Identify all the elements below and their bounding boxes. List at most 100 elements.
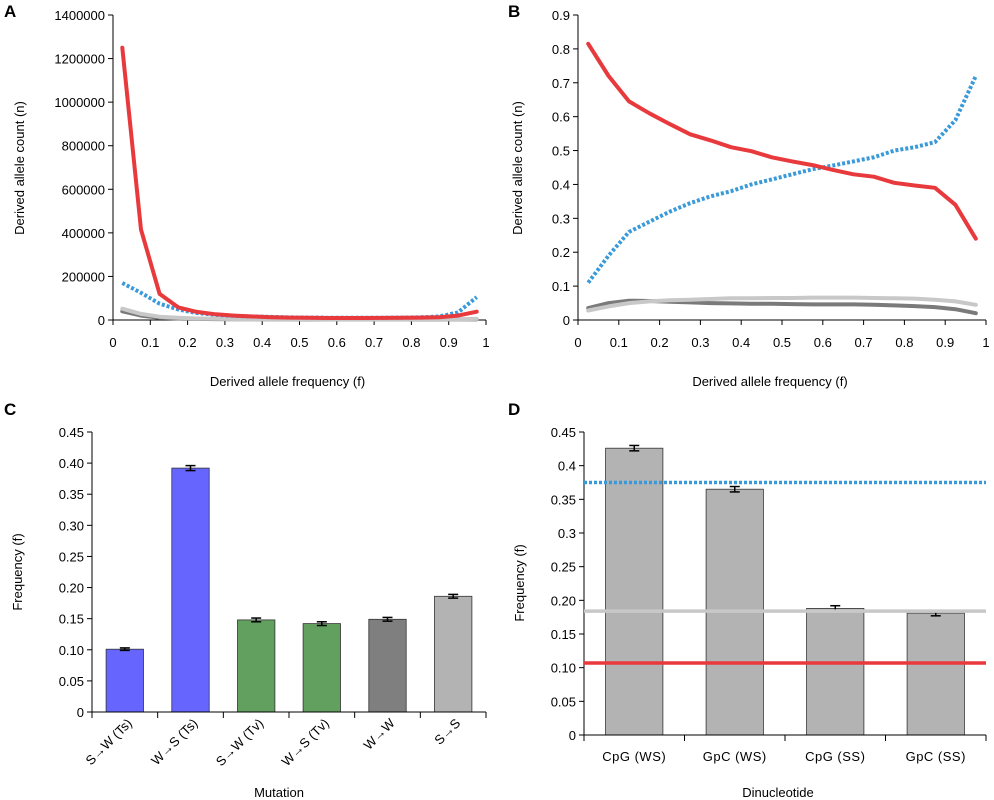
panel-b-series-line — [586, 75, 978, 284]
panel-c-letter: C — [4, 400, 16, 419]
panel-b-x-tick-label: 0.9 — [936, 335, 954, 350]
panel-c-category-label: W→W — [360, 715, 398, 753]
panel-b-y-tick-label: 0.3 — [552, 211, 570, 226]
panel-d-bar — [906, 612, 965, 736]
panel-c-y-tick-label: 0.20 — [59, 581, 84, 596]
panel-c-y-tick-label: 0.10 — [59, 643, 84, 658]
panel-d-bar — [605, 447, 664, 736]
panel-d-y-tick-label: 0.4 — [558, 459, 576, 474]
panel-a-y-tick-label: 1400000 — [54, 8, 105, 23]
panel-a-x-tick-label: 0.3 — [216, 335, 234, 350]
panel-d-category-label: GpC (WS) — [703, 749, 767, 764]
panel-b-x-tick-label: 0 — [574, 335, 581, 350]
panel-c-y-tick-label: 0.35 — [59, 487, 84, 502]
panel-d-x-axis-label: Dinucleotide — [742, 785, 814, 800]
panel-b-y-tick-label: 0.1 — [552, 279, 570, 294]
panel-b-x-tick-label: 0.5 — [773, 335, 791, 350]
panel-b-y-tick-label: 0 — [563, 313, 570, 328]
panel-d-y-axis-label: Frequency (f) — [512, 544, 527, 621]
panel-a-series-line — [121, 281, 478, 320]
panel-c-bar — [171, 467, 210, 713]
panel-d-y-tick-label: 0.45 — [551, 425, 576, 440]
panel-c-bar — [368, 618, 407, 713]
panel-a-series-line — [120, 45, 479, 320]
panel-b: B 0 0.1 0.2 0.3 0.4 0.5 0.6 0.7 0.8 0.9 0 0.1 0.2 0.3… — [508, 2, 990, 389]
panel-b-y-tick-label: 0.9 — [552, 8, 570, 23]
panel-d-y-tick-label: 0.3 — [558, 526, 576, 541]
panel-b-y-tick-label: 0.8 — [552, 42, 570, 57]
panel-c-y-tick-label: 0.30 — [59, 518, 84, 533]
panel-a-letter: A — [4, 2, 16, 21]
panel-c-y-tick-label: 0.40 — [59, 456, 84, 471]
panel-a-y-tick-label: 600000 — [62, 182, 105, 197]
panel-c-bar — [434, 595, 473, 713]
panel-b-y-tick-label: 0.5 — [552, 144, 570, 159]
panel-b-x-tick-label: 0.3 — [691, 335, 709, 350]
panel-b-y-tick-label: 0.6 — [552, 110, 570, 125]
panel-a-y-axis-label: Derived allele count (n) — [12, 101, 27, 235]
panel-a-x-tick-label: 0.8 — [402, 335, 420, 350]
panel-d-category-label: GpC (SS) — [906, 749, 966, 764]
panel-c: C 0 0.05 0.10 0.15 0.20 0.25 0.30 0.35 0.40 0.45 S… — [4, 400, 487, 800]
panel-b-y-axis-label: Derived allele count (n) — [510, 101, 525, 235]
panel-b-series-line — [586, 295, 978, 313]
panel-a-x-tick-label: 0.1 — [141, 335, 159, 350]
panel-d-y-tick-label: 0.35 — [551, 492, 576, 507]
panel-a: A 0 200000 400000 600000 800000 1000000 120000… — [4, 2, 490, 389]
panel-d-letter: D — [508, 400, 520, 419]
panel-a-x-tick-label: 0.2 — [179, 335, 197, 350]
panel-b-x-tick-label: 0.1 — [610, 335, 628, 350]
panel-a-x-tick-label: 0.7 — [365, 335, 383, 350]
panel-c-category-label: S→S — [431, 715, 463, 747]
panel-a-x-tick-label: 1 — [482, 335, 489, 350]
panel-c-bar — [302, 623, 341, 713]
panel-c-y-tick-label: 0.05 — [59, 674, 84, 689]
panel-a-x-axis-label: Derived allele frequency (f) — [210, 374, 365, 389]
panel-d-y-tick-label: 0.10 — [551, 661, 576, 676]
panel-a-y-tick-label: 0 — [98, 313, 105, 328]
panel-b-x-tick-label: 0.6 — [814, 335, 832, 350]
panel-d-y-tick-label: 0.05 — [551, 694, 576, 709]
panel-a-y-tick-label: 800000 — [62, 139, 105, 154]
panel-b-y-tick-label: 0.7 — [552, 76, 570, 91]
panel-c-y-tick-label: 0.25 — [59, 549, 84, 564]
panel-d: D 0 0.05 0.10 0.15 0.20 0.25 0.3 0.35 0.4 0.45 CpG… — [508, 400, 987, 800]
panel-c-x-axis-label: Mutation — [254, 785, 304, 800]
panel-b-x-tick-label: 0.2 — [651, 335, 669, 350]
panel-d-y-tick-label: 0.15 — [551, 627, 576, 642]
panel-b-x-tick-label: 1 — [982, 335, 989, 350]
panel-b-x-tick-label: 0.7 — [855, 335, 873, 350]
panel-b-y-tick-label: 0.4 — [552, 177, 570, 192]
panel-a-y-tick-label: 200000 — [62, 269, 105, 284]
panel-c-y-tick-label: 0.15 — [59, 612, 84, 627]
panel-c-y-tick-label: 0.45 — [59, 425, 84, 440]
panel-c-category-label: S→W (Tv) — [213, 716, 266, 769]
panel-b-y-tick-label: 0.2 — [552, 245, 570, 260]
panel-d-y-tick-label: 0 — [569, 728, 576, 743]
panel-c-y-tick-label: 0 — [77, 705, 84, 720]
panel-b-x-tick-label: 0.4 — [732, 335, 750, 350]
panel-a-y-tick-label: 1200000 — [54, 52, 105, 67]
panel-a-x-tick-label: 0.6 — [328, 335, 346, 350]
panel-d-y-tick-label: 0.20 — [551, 593, 576, 608]
panel-c-category-label: W→S (Tv) — [278, 716, 331, 769]
panel-a-x-tick-label: 0.4 — [253, 335, 271, 350]
panel-c-bar — [237, 619, 276, 713]
panel-d-category-label: CpG (SS) — [805, 749, 865, 764]
panel-a-x-tick-label: 0.9 — [440, 335, 458, 350]
panel-b-series-line — [586, 41, 978, 241]
panel-b-letter: B — [508, 2, 520, 21]
panel-d-category-label: CpG (WS) — [602, 749, 666, 764]
panel-d-y-tick-label: 0.25 — [551, 560, 576, 575]
panel-b-x-axis-label: Derived allele frequency (f) — [692, 374, 847, 389]
panel-c-bar — [105, 648, 144, 713]
panel-a-y-tick-label: 400000 — [62, 226, 105, 241]
panel-c-category-label: S→W (Ts) — [82, 716, 134, 768]
panel-c-category-label: W→S (Ts) — [148, 716, 200, 768]
panel-a-x-tick-label: 0 — [109, 335, 116, 350]
panel-d-bar — [806, 608, 865, 736]
panel-c-y-axis-label: Frequency (f) — [10, 533, 25, 610]
panel-a-x-tick-label: 0.5 — [290, 335, 308, 350]
panel-a-y-tick-label: 1000000 — [54, 95, 105, 110]
